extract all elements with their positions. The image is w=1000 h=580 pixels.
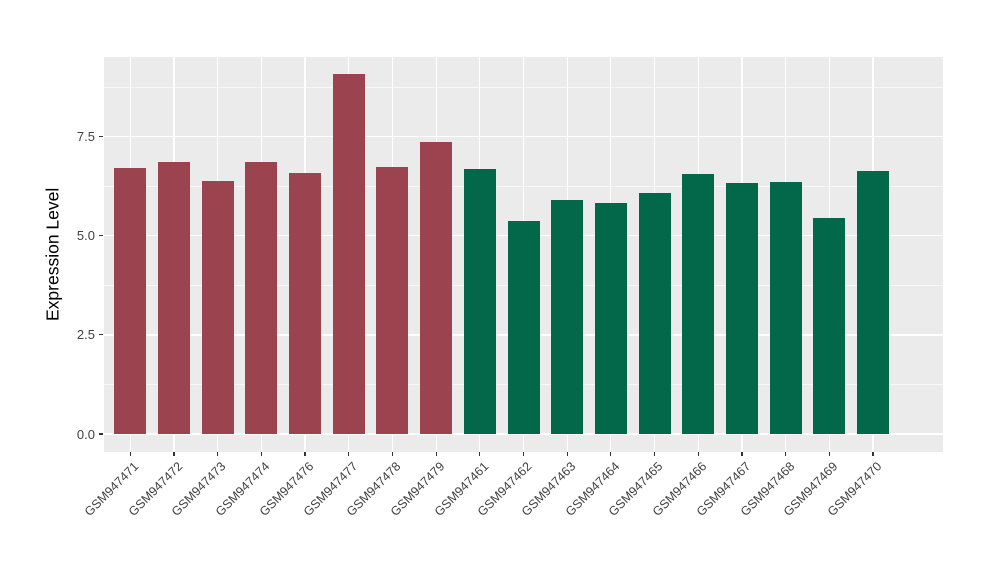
y-tick-mark — [99, 235, 103, 237]
bar-GSM947477 — [332, 74, 365, 434]
x-tick-mark — [348, 452, 350, 456]
bar-GSM947461 — [463, 169, 496, 434]
y-axis-title: Expression Level — [42, 187, 63, 322]
bar-GSM947465 — [638, 193, 671, 434]
plot-panel — [104, 57, 943, 452]
bar-GSM947479 — [420, 142, 453, 434]
y-tick-label: 0.0 — [76, 426, 95, 442]
y-tick-mark — [99, 433, 103, 435]
x-tick-mark — [173, 452, 175, 456]
bar-GSM947478 — [376, 167, 409, 434]
x-tick-mark — [653, 452, 656, 456]
bar-GSM947472 — [157, 161, 190, 434]
x-tick-mark — [610, 452, 612, 456]
x-tick-mark — [435, 452, 437, 456]
bar-GSM947462 — [507, 220, 540, 434]
x-tick-mark — [260, 452, 262, 456]
x-tick-mark — [479, 452, 481, 456]
bar-GSM947469 — [813, 217, 846, 434]
bar-GSM947466 — [682, 174, 715, 434]
bar-GSM947471 — [114, 168, 147, 434]
x-tick-mark — [566, 452, 568, 456]
y-tick-mark — [99, 334, 103, 336]
bar-GSM947473 — [201, 181, 234, 434]
x-tick-mark — [217, 452, 219, 456]
bar-GSM947474 — [245, 161, 278, 434]
y-tick-label: 5.0 — [76, 228, 95, 244]
bar-GSM947476 — [289, 172, 321, 434]
bar-GSM947468 — [769, 182, 802, 434]
x-tick-mark — [129, 452, 131, 456]
x-tick-mark — [522, 452, 525, 456]
bar-GSM947470 — [857, 170, 890, 434]
bar-GSM947463 — [551, 199, 584, 434]
x-tick-mark — [741, 452, 743, 456]
x-tick-mark — [785, 452, 787, 456]
y-tick-label: 7.5 — [76, 128, 95, 144]
x-tick-mark — [304, 452, 306, 456]
bar-GSM947467 — [725, 182, 758, 434]
y-tick-mark — [99, 135, 103, 138]
x-tick-mark — [872, 452, 874, 456]
x-tick-mark — [697, 452, 699, 456]
y-tick-label: 2.5 — [76, 327, 95, 343]
x-tick-mark — [391, 452, 393, 456]
bar-GSM947464 — [594, 202, 627, 434]
x-tick-mark — [828, 452, 830, 456]
